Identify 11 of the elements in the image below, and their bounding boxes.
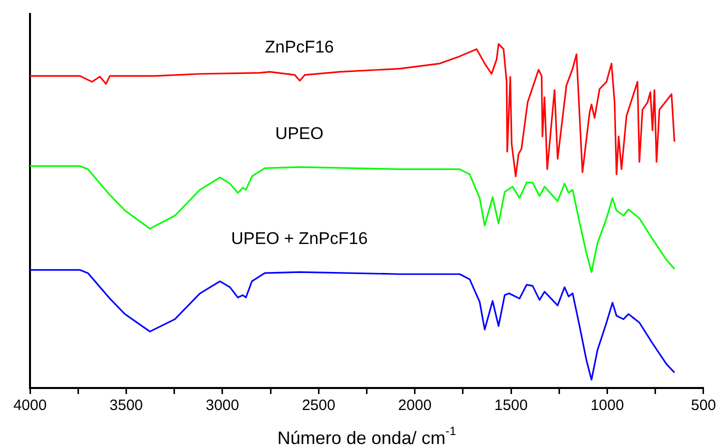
series-label: ZnPcF16 <box>264 38 334 57</box>
series-label: UPEO + ZnPcF16 <box>231 229 368 248</box>
x-tick-label: 1000 <box>590 397 624 414</box>
x-tick-label: 500 <box>690 397 716 414</box>
x-tick-label: 3000 <box>206 397 240 414</box>
x-tick-label: 1500 <box>494 397 528 414</box>
x-tick-label: 2000 <box>398 397 432 414</box>
x-tick-label: 3500 <box>110 397 143 414</box>
x-tick-label: 4000 <box>13 397 47 414</box>
series-label: UPEO <box>275 124 324 144</box>
x-tick-label: 2500 <box>302 397 336 414</box>
